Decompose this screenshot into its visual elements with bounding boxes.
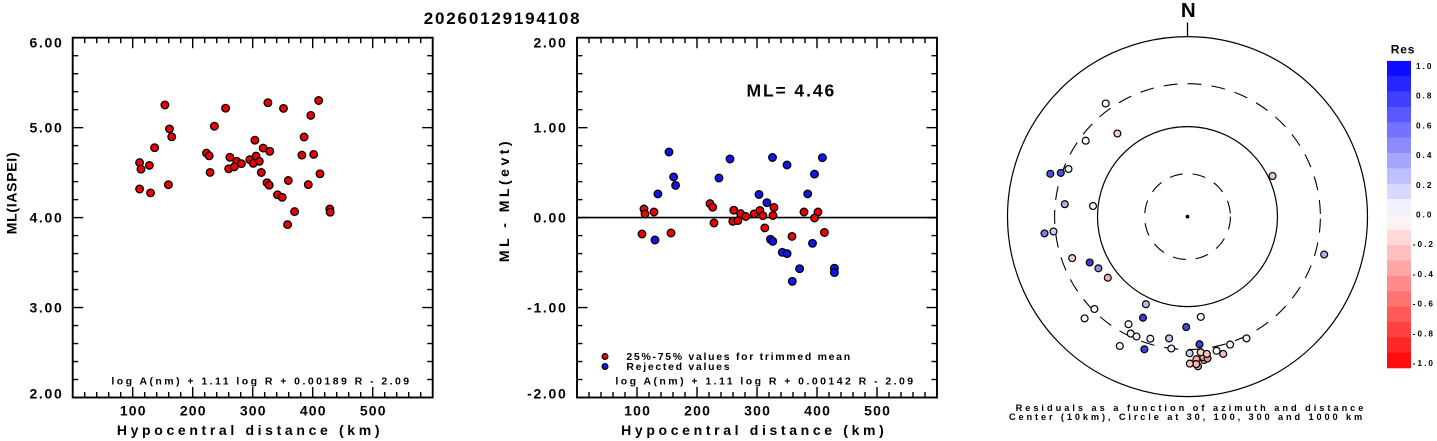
svg-text:3.00: 3.00 <box>29 300 63 316</box>
svg-text:-0.2: -0.2 <box>1413 240 1435 249</box>
svg-text:-1.00: -1.00 <box>527 300 567 316</box>
svg-text:100: 100 <box>624 403 651 419</box>
svg-text:1.0: 1.0 <box>1416 62 1433 71</box>
svg-text:Residuals as a function of azi: Residuals as a function of azimuth and d… <box>1016 403 1367 413</box>
svg-text:300: 300 <box>240 403 267 419</box>
svg-text:2.00: 2.00 <box>29 386 63 402</box>
svg-text:Res: Res <box>1391 43 1415 57</box>
svg-text:Hypocentral distance (km): Hypocentral distance (km) <box>621 422 887 438</box>
svg-text:0.4: 0.4 <box>1416 151 1433 160</box>
svg-text:ML - ML(evt): ML - ML(evt) <box>496 138 512 262</box>
svg-text:400: 400 <box>300 403 327 419</box>
svg-text:6.00: 6.00 <box>29 35 63 51</box>
svg-text:-0.4: -0.4 <box>1413 270 1435 279</box>
svg-text:-1.0: -1.0 <box>1413 359 1435 368</box>
svg-text:N: N <box>1181 0 1196 22</box>
svg-text:300: 300 <box>744 403 771 419</box>
svg-text:log A(nm) + 1.11 log R + 0.001: log A(nm) + 1.11 log R + 0.00142 R - 2.0… <box>615 376 915 388</box>
svg-text:Hypocentral distance (km): Hypocentral distance (km) <box>117 422 383 438</box>
svg-text:0.00: 0.00 <box>533 210 567 226</box>
svg-text:100: 100 <box>120 403 147 419</box>
svg-text:Center (10km), Circle at 30, 1: Center (10km), Circle at 30, 100, 300 an… <box>1009 412 1365 422</box>
svg-text:20260129194108: 20260129194108 <box>424 9 582 28</box>
svg-text:200: 200 <box>180 403 207 419</box>
svg-text:4.00: 4.00 <box>29 210 63 226</box>
svg-text:500: 500 <box>360 403 387 419</box>
svg-text:0.0: 0.0 <box>1416 211 1433 220</box>
svg-text:ML= 4.46: ML= 4.46 <box>746 80 836 100</box>
svg-text:400: 400 <box>804 403 831 419</box>
svg-text:Rejected values: Rejected values <box>626 361 731 373</box>
svg-text:0.6: 0.6 <box>1416 121 1433 130</box>
svg-text:25%-75% values for trimmed mea: 25%-75% values for trimmed mean <box>626 351 851 363</box>
svg-text:2.00: 2.00 <box>533 35 567 51</box>
svg-text:500: 500 <box>864 403 891 419</box>
svg-text:log A(nm) + 1.11 log R + 0.001: log A(nm) + 1.11 log R + 0.00189 R - 2.0… <box>111 376 411 388</box>
svg-text:0.2: 0.2 <box>1416 181 1433 190</box>
svg-text:200: 200 <box>684 403 711 419</box>
svg-text:0.8: 0.8 <box>1416 92 1433 101</box>
svg-text:-0.8: -0.8 <box>1413 329 1435 338</box>
svg-text:5.00: 5.00 <box>29 120 63 136</box>
svg-text:-2.00: -2.00 <box>527 386 567 402</box>
svg-text:1.00: 1.00 <box>533 120 567 136</box>
svg-text:-0.6: -0.6 <box>1413 300 1435 309</box>
svg-text:ML(IASPEI): ML(IASPEI) <box>4 152 20 234</box>
